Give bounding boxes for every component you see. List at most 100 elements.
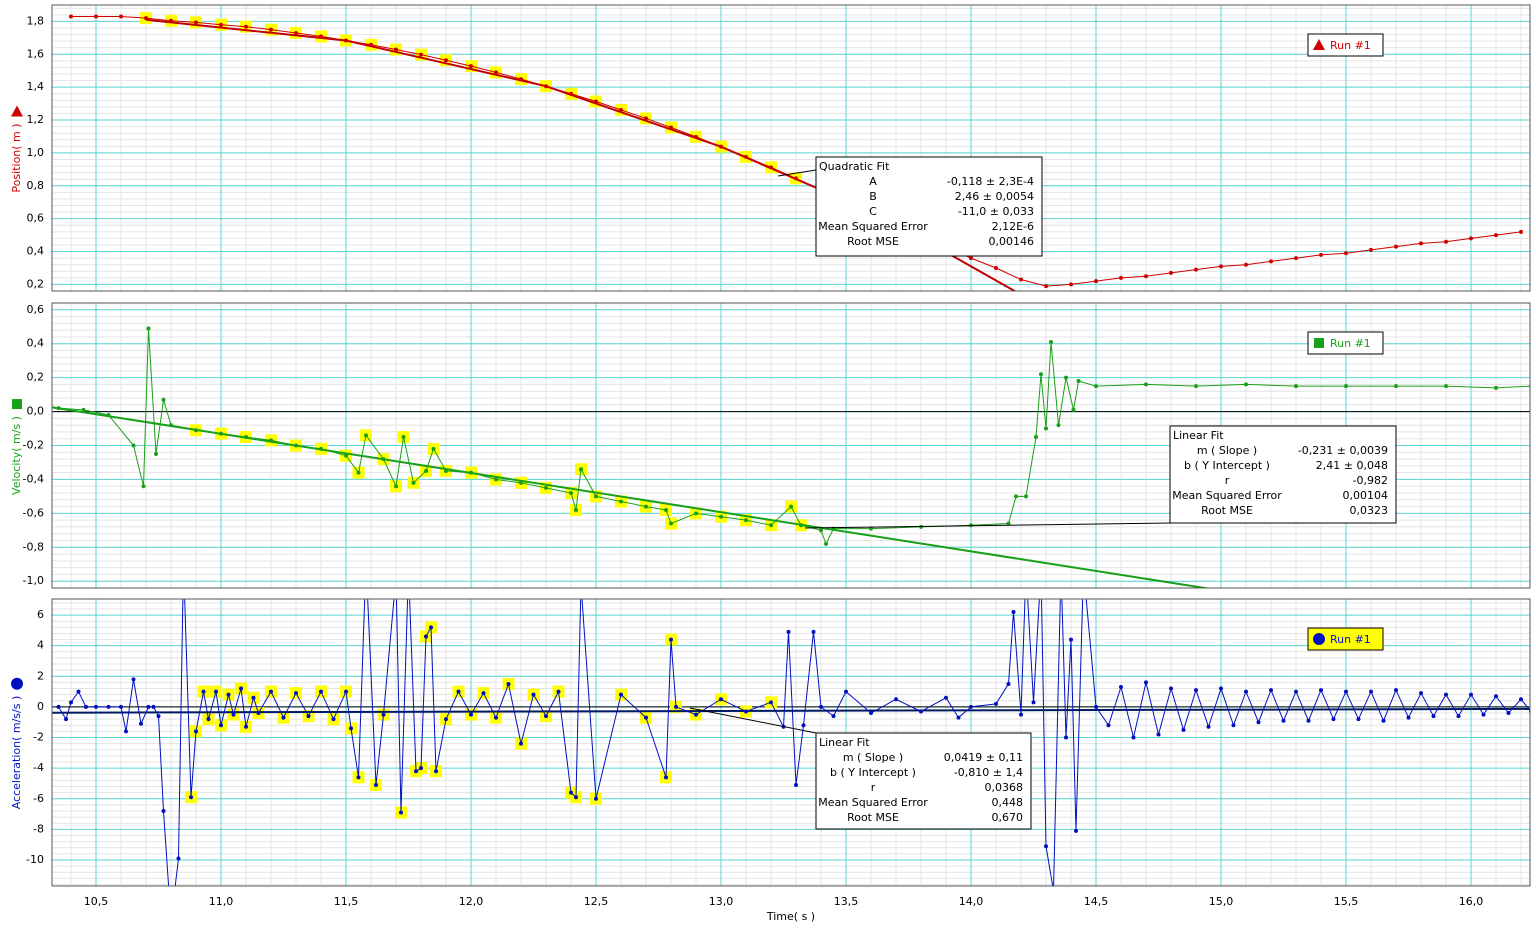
data-point: [1219, 264, 1223, 269]
data-point: [1344, 384, 1348, 389]
fit-param-label: Root MSE: [1201, 504, 1253, 517]
fit-param-value: 0,670: [992, 811, 1024, 824]
data-point: [414, 769, 418, 774]
data-point: [161, 397, 166, 402]
data-point: [531, 692, 536, 697]
data-point: [694, 134, 698, 139]
data-point: [206, 717, 211, 722]
data-point: [789, 504, 793, 509]
data-point: [1119, 685, 1123, 690]
data-point: [1494, 385, 1498, 390]
data-point: [1319, 252, 1323, 257]
data-point: [519, 480, 523, 485]
y-tick-label: 0: [37, 700, 44, 713]
fit-line: [52, 707, 1530, 714]
data-point: [456, 689, 461, 694]
data-point: [644, 715, 648, 720]
data-point: [1094, 279, 1098, 284]
data-point: [244, 724, 248, 729]
data-point: [369, 42, 373, 47]
data-point: [169, 18, 173, 23]
legend-label: Run #1: [1330, 337, 1371, 350]
data-point: [1331, 717, 1336, 722]
data-point: [719, 514, 723, 519]
fit-box: [815, 156, 1043, 257]
data-point: [594, 494, 598, 499]
fit-box: [815, 732, 1032, 830]
data-point: [151, 704, 156, 709]
fit-leader: [804, 522, 1171, 529]
data-point: [1094, 704, 1098, 709]
data-point: [1044, 426, 1048, 431]
legend-marker: [1313, 633, 1325, 645]
plot-border: [51, 598, 1531, 887]
data-point: [349, 726, 353, 731]
data-point: [194, 729, 198, 734]
data-point: [319, 34, 323, 39]
data-point: [394, 484, 398, 489]
data-point: [769, 165, 773, 170]
y-tick-label: 1,8: [27, 14, 45, 27]
data-point: [819, 704, 823, 709]
data-point: [1344, 251, 1348, 256]
data-point: [1269, 259, 1273, 264]
data-point: [239, 686, 243, 691]
data-point: [56, 406, 61, 411]
data-point: [1444, 692, 1448, 697]
data-point: [344, 38, 348, 43]
data-point: [744, 518, 748, 523]
data-point: [381, 457, 386, 462]
data-point: [669, 521, 673, 526]
data-point: [1319, 688, 1323, 693]
y-tick-label: 1,6: [27, 47, 45, 60]
data-point: [594, 99, 598, 104]
legend-box: [1307, 33, 1384, 57]
data-point: [381, 712, 386, 717]
fit-param-label: Mean Squared Error: [818, 220, 928, 233]
y-tick-label: 0,6: [27, 212, 45, 225]
data-point: [244, 24, 248, 29]
data-point: [306, 714, 311, 719]
data-point: [569, 491, 573, 495]
fit-param-value: 2,41 ± 0,048: [1316, 459, 1388, 472]
data-point: [1306, 718, 1311, 723]
data-point: [1106, 723, 1111, 728]
data-point: [281, 715, 286, 720]
data-point: [956, 715, 961, 720]
fit-param-label: b ( Y Intercept ): [830, 766, 916, 779]
plot-layer: [52, 5, 1530, 291]
data-point: [1519, 229, 1523, 234]
data-point: [1056, 423, 1061, 428]
data-point: [319, 689, 323, 694]
data-point: [419, 52, 423, 57]
data-point: [189, 795, 193, 800]
data-point: [1494, 233, 1498, 238]
legend-label: Run #1: [1330, 39, 1371, 52]
y-tick-label: -0,2: [23, 439, 44, 452]
y-tick-label: 0,4: [27, 337, 45, 350]
y-axis-marker: [11, 677, 23, 690]
y-axis-marker: [12, 399, 22, 410]
data-point: [1014, 494, 1018, 499]
y-tick-label: 1,2: [27, 113, 45, 126]
fit-param-value: 2,12E-6: [992, 220, 1034, 233]
data-point: [161, 808, 166, 813]
y-tick-label: 6: [37, 608, 44, 621]
data-point: [119, 14, 123, 19]
data-point: [669, 125, 673, 130]
data-point: [1044, 284, 1048, 289]
data-point: [256, 711, 261, 716]
data-point: [494, 715, 498, 720]
data-point: [1244, 689, 1248, 694]
data-point: [374, 782, 378, 787]
data-point: [1094, 384, 1098, 389]
fit-param-label: r: [1225, 474, 1230, 487]
fit-param-value: -0,810 ± 1,4: [954, 766, 1023, 779]
data-point: [356, 775, 361, 780]
data-point: [1419, 241, 1423, 246]
data-point: [219, 22, 223, 27]
y-tick-label: -0,8: [23, 540, 44, 553]
y-tick-label: 1,0: [27, 146, 45, 159]
